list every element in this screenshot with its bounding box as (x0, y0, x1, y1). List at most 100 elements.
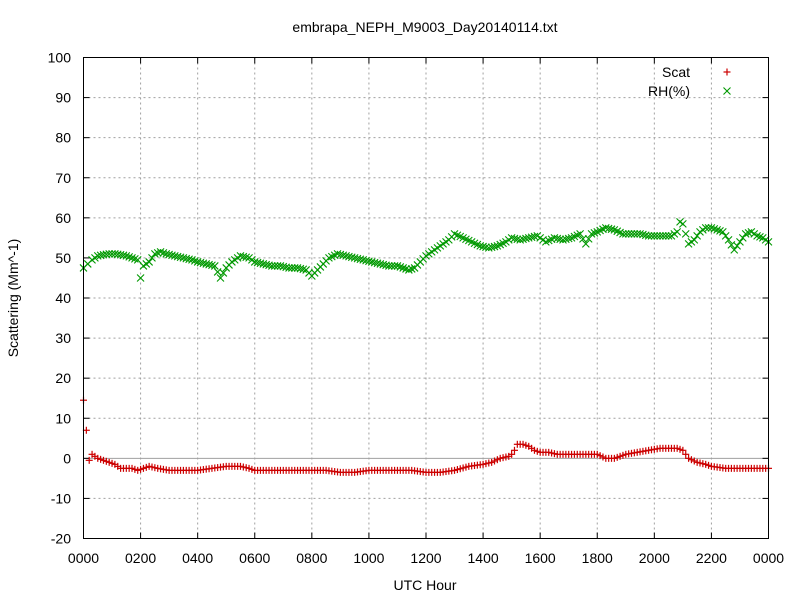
data-point (168, 251, 176, 260)
data-point (756, 232, 764, 241)
data-point (564, 234, 573, 243)
data-point (396, 263, 405, 271)
data-point (188, 256, 196, 264)
data-point (359, 256, 368, 264)
data-point (393, 262, 402, 270)
axis-ticks: -20 -10 0 10 20 30 40 50 60 70 80 90 100 0000 0200 0400… (48, 50, 785, 567)
data-point (664, 231, 673, 240)
y-tick-label: 80 (55, 130, 71, 146)
data-point (285, 264, 293, 272)
data-point (550, 233, 559, 242)
data-point (701, 223, 710, 232)
y-tick-label: 20 (55, 370, 71, 386)
data-point (627, 229, 636, 238)
data-point (524, 233, 533, 242)
data-point (647, 231, 656, 240)
data-point (607, 225, 616, 234)
data-point (679, 446, 687, 454)
data-point (487, 243, 496, 252)
legend-marker-rh (723, 87, 731, 95)
y-tick-label: -20 (51, 531, 71, 547)
data-point (707, 223, 716, 232)
data-point (682, 450, 690, 458)
plot-frame (83, 57, 769, 539)
data-point (581, 239, 590, 248)
y-tick-label: 60 (55, 210, 71, 226)
data-point (553, 234, 562, 243)
data-point (373, 259, 382, 268)
legend-label-rh: RH(%) (648, 83, 690, 99)
data-point (262, 260, 271, 269)
data-point (527, 233, 536, 242)
y-tick-label: 100 (48, 50, 72, 66)
data-point (690, 235, 699, 244)
data-point (656, 231, 664, 240)
series-scat (80, 396, 772, 476)
x-tick-label: 0400 (182, 550, 213, 566)
data-point (242, 253, 251, 262)
data-point (85, 456, 93, 464)
data-point (345, 252, 353, 261)
data-point (133, 256, 142, 264)
data-point (239, 252, 248, 261)
data-point (185, 255, 193, 264)
data-point (296, 264, 305, 273)
data-point (556, 235, 565, 244)
data-point (476, 242, 485, 250)
data-point (407, 265, 416, 273)
legend-item-scat: Scat (662, 64, 731, 80)
data-point (385, 262, 393, 270)
data-point (379, 260, 388, 269)
legend-label-scat: Scat (662, 64, 690, 80)
data-point (621, 229, 630, 238)
data-point (105, 250, 114, 258)
data-point (576, 229, 585, 238)
data-point (718, 227, 727, 236)
data-point (130, 255, 139, 263)
data-point (208, 261, 216, 270)
y-tick-label: 30 (55, 330, 71, 346)
data-point (259, 260, 268, 268)
data-point (673, 227, 682, 236)
data-point (724, 235, 733, 244)
data-point (619, 229, 627, 238)
data-point (530, 232, 539, 241)
y-tick-label: 70 (55, 170, 71, 186)
data-point (150, 250, 159, 258)
data-point (370, 258, 379, 267)
data-point (125, 253, 134, 261)
data-point (510, 446, 518, 454)
data-point (159, 249, 168, 257)
data-point (342, 252, 350, 260)
data-point (579, 234, 587, 243)
data-point (122, 252, 131, 260)
y-tick-label: 10 (55, 410, 71, 426)
data-point (399, 264, 408, 272)
y-tick-label: -10 (51, 490, 71, 506)
data-point (507, 233, 516, 242)
x-tick-label: 1000 (353, 550, 384, 566)
data-point (293, 264, 302, 272)
data-point (753, 231, 761, 240)
data-point (733, 242, 741, 250)
data-point (516, 235, 525, 244)
legend-marker-symbol (723, 68, 731, 76)
data-point (590, 228, 599, 237)
data-point (513, 235, 522, 244)
data-point (630, 229, 639, 238)
legend-item-rh: RH(%) (648, 83, 731, 99)
data-point (404, 266, 413, 274)
data-point (604, 224, 613, 233)
data-point (179, 254, 188, 262)
data-point (173, 252, 182, 261)
data-point (650, 231, 659, 240)
x-tick-label: 0200 (125, 550, 156, 566)
data-point (353, 254, 362, 263)
data-point (484, 244, 493, 252)
x-tick-label: 2000 (639, 550, 670, 566)
data-point (508, 450, 516, 458)
x-tick-label: 1800 (582, 550, 613, 566)
y-axis-label: Scattering (Mm^-1) (5, 239, 21, 358)
data-point (639, 230, 647, 239)
x-tick-label: 0000 (753, 550, 784, 566)
